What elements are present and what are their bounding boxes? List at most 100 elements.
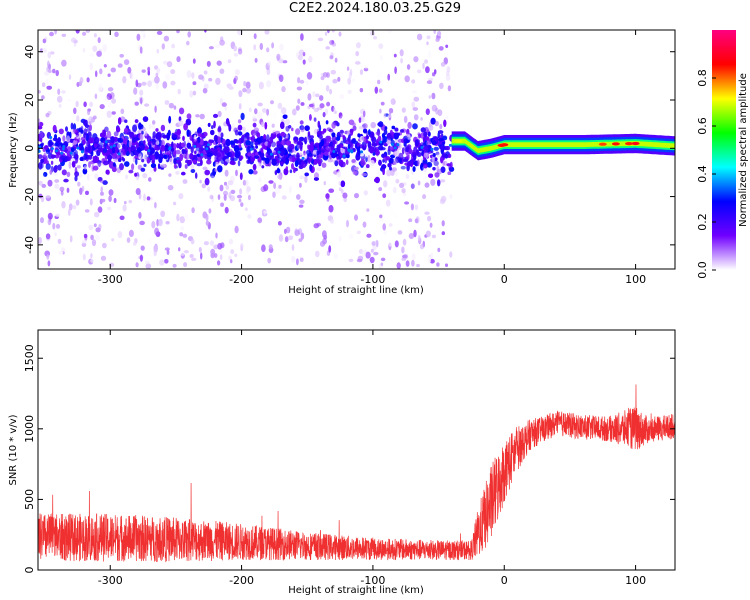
spectrogram-cell [75, 135, 79, 140]
spectrogram-frame [37, 29, 676, 270]
spectrogram-cell [439, 227, 442, 231]
spectrogram-cell [348, 71, 352, 79]
spectrogram-cell [147, 70, 150, 76]
spectrogram-cell [364, 152, 369, 158]
spectrogram-cell [253, 33, 257, 40]
spectrogram-cell [70, 122, 74, 130]
spectrogram-cell [321, 119, 327, 126]
spectrogram-cell [326, 101, 331, 107]
spectrogram-cell [178, 120, 184, 127]
spectrogram-cell [41, 95, 45, 100]
spectrogram-cell [168, 173, 172, 177]
spectrogram-cell [242, 180, 247, 186]
spectrogram-cell [401, 147, 405, 155]
spectrogram-cell [215, 77, 221, 85]
spectrogram-cell [47, 140, 53, 148]
spectrogram-cell [172, 263, 177, 268]
spectrogram-cell [242, 87, 247, 93]
spectrogram-cell [107, 73, 111, 77]
spectrogram-cell [364, 152, 369, 158]
spectrogram-x-tick-label: -100 [360, 273, 385, 286]
spectrogram-cell [276, 56, 280, 61]
spectrogram-cell [312, 91, 316, 98]
spectrogram-cell [211, 195, 214, 203]
spectrogram-cell [422, 62, 425, 70]
spectrogram-cell [83, 233, 88, 239]
spectrogram-cell [390, 206, 394, 214]
colorbar-gradient [712, 30, 736, 270]
spectrogram-cell [221, 97, 227, 102]
spectrogram-cell [135, 79, 139, 87]
spectrogram-cell [217, 136, 222, 144]
snr-x-tick-label: 0 [501, 574, 508, 587]
spectrogram-cell [297, 98, 301, 104]
spectrogram-cell [374, 150, 380, 156]
spectrogram-cell [208, 208, 212, 214]
spectrogram-cell [327, 158, 334, 163]
spectrogram-cell [127, 66, 132, 74]
spectrogram-cell [433, 30, 436, 34]
spectrogram-cell [113, 158, 119, 163]
spectrogram-cell [625, 142, 633, 146]
spectrogram-cell [134, 172, 138, 177]
spectrogram-cell [165, 73, 171, 81]
spectrogram-cell [300, 125, 305, 133]
spectrogram-cell [394, 240, 399, 248]
spectrogram-cell [330, 69, 336, 75]
spectrogram-cell [405, 260, 410, 267]
spectrogram-cell [237, 30, 243, 36]
spectrogram-cell [360, 158, 366, 167]
spectrogram-cell [366, 233, 372, 238]
spectrogram-cell [437, 132, 440, 139]
spectrogram-cell [260, 121, 265, 128]
spectrogram-cell [168, 146, 172, 150]
spectrogram-cell [205, 39, 210, 46]
spectrogram-cell [378, 159, 382, 166]
spectrogram-cell [135, 158, 138, 165]
spectrogram-cell [383, 112, 387, 119]
spectrogram-cell [272, 191, 276, 198]
spectrogram-cell [38, 126, 43, 130]
spectrogram-cell [271, 42, 274, 49]
spectrogram-cell [111, 98, 117, 104]
spectrogram-cell [230, 249, 235, 255]
spectrogram-cell [297, 253, 301, 260]
spectrogram-cell [319, 240, 326, 247]
spectrogram-cell [60, 247, 66, 253]
spectrogram-cell [322, 230, 327, 238]
spectrogram-cell [203, 70, 208, 75]
spectrogram-cell [428, 95, 431, 99]
spectrogram-cell [259, 152, 265, 159]
spectrogram-cell [189, 90, 194, 98]
spectrogram-cell [271, 123, 275, 128]
spectrogram-cell [158, 219, 163, 227]
spectrogram-cell [446, 163, 452, 167]
spectrogram-cell [307, 131, 311, 137]
spectrogram-cell [141, 81, 147, 86]
spectrogram-cell [164, 100, 170, 105]
spectrogram-cell [397, 230, 403, 235]
spectrogram-cell [299, 257, 304, 262]
spectrogram-cell [401, 246, 405, 254]
spectrogram-cell [268, 180, 274, 184]
spectrogram-cell [318, 142, 322, 149]
spectrogram-cell [135, 176, 140, 181]
spectrogram-cell [88, 116, 94, 124]
spectrogram-cell [284, 228, 287, 234]
spectrogram-cell [386, 169, 392, 177]
spectrogram-cell [48, 63, 51, 71]
spectrogram-cell [443, 119, 447, 128]
spectrogram-cell [52, 222, 56, 230]
spectrogram-cell [186, 142, 192, 149]
spectrogram-cell [298, 238, 303, 242]
spectrogram-cell [436, 154, 441, 158]
spectrogram-cell [119, 215, 125, 220]
spectrogram-cell [388, 223, 393, 227]
spectrogram-cell [349, 128, 354, 133]
spectrogram-cell [299, 125, 305, 131]
spectrogram-cell [93, 223, 97, 228]
spectrogram-cell [55, 69, 59, 77]
spectrogram-cell [160, 163, 166, 168]
spectrogram-cell [230, 140, 234, 145]
spectrogram-cell [118, 117, 122, 125]
